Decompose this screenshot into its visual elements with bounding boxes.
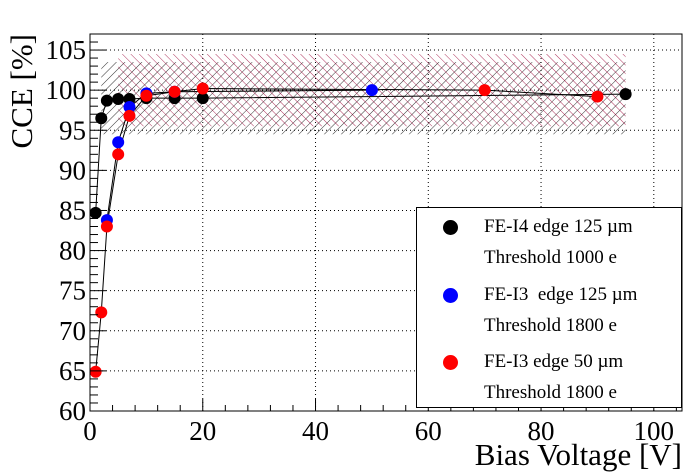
y-tick-label: 65 bbox=[59, 356, 86, 386]
y-tick-label: 105 bbox=[46, 35, 87, 65]
data-point-series-0 bbox=[619, 88, 632, 101]
legend-entry-fe-i3-125: FE-I3 edge 125 µm bbox=[417, 281, 683, 311]
legend-threshold: Threshold 1800 e bbox=[484, 315, 617, 336]
data-point-series-0 bbox=[100, 94, 113, 107]
plot-frame bbox=[89, 33, 683, 412]
y-tick-label: 85 bbox=[59, 195, 86, 225]
data-point-series-0 bbox=[95, 112, 108, 125]
legend: FE-I4 edge 125 µm Threshold 1000 e FE-I3… bbox=[416, 207, 682, 408]
y-tick-label: 60 bbox=[59, 396, 86, 426]
x-tick-label: 20 bbox=[189, 416, 216, 446]
data-point-series-2 bbox=[478, 84, 491, 97]
tick-labels: 0 20 40 60 80 100 60 65 70 75 80 85 90 95 100 105 bbox=[46, 35, 675, 446]
legend-label: FE-I4 edge 125 µm bbox=[484, 216, 633, 237]
data-point-series-0 bbox=[196, 92, 209, 105]
data-point-series-2 bbox=[140, 89, 153, 102]
y-tick-label: 90 bbox=[59, 155, 86, 185]
x-tick-label: 100 bbox=[634, 416, 675, 446]
x-axis-title: Bias Voltage [V] bbox=[475, 437, 682, 472]
legend-entry-fe-i4: FE-I4 edge 125 µm bbox=[417, 213, 683, 243]
legend-label: FE-I3 edge 125 µm bbox=[484, 284, 638, 305]
data-points bbox=[89, 82, 632, 378]
data-point-series-2 bbox=[95, 306, 108, 319]
x-tick-label: 40 bbox=[302, 416, 329, 446]
y-tick-label: 95 bbox=[59, 115, 86, 145]
y-tick-label: 75 bbox=[59, 276, 86, 306]
legend-threshold: Threshold 1000 e bbox=[484, 247, 617, 268]
data-point-series-1 bbox=[112, 136, 125, 149]
data-point-series-2 bbox=[112, 148, 125, 161]
legend-marker-blue bbox=[443, 288, 458, 303]
y-tick-label: 80 bbox=[59, 236, 86, 266]
data-point-series-2 bbox=[168, 85, 181, 98]
legend-entry-fe-i3-50: FE-I3 edge 50 µm bbox=[417, 348, 683, 378]
x-tick-label: 80 bbox=[528, 416, 555, 446]
series-line-2 bbox=[95, 88, 598, 372]
legend-label: FE-I3 edge 50 µm bbox=[484, 351, 624, 372]
data-point-series-2 bbox=[196, 82, 209, 95]
x-tick-label: 0 bbox=[83, 416, 97, 446]
y-tick-label: 100 bbox=[46, 75, 87, 105]
y-tick-label: 70 bbox=[59, 316, 86, 346]
legend-threshold: Threshold 1800 e bbox=[484, 382, 617, 403]
x-tick-label: 60 bbox=[415, 416, 442, 446]
y-axis-title: CCE [%] bbox=[4, 34, 39, 149]
data-point-series-0 bbox=[112, 92, 125, 105]
data-point-series-2 bbox=[89, 365, 102, 378]
data-point-series-2 bbox=[591, 90, 604, 103]
data-point-series-0 bbox=[89, 206, 102, 219]
data-point-series-2 bbox=[123, 109, 136, 122]
data-point-series-2 bbox=[100, 220, 113, 233]
legend-marker-black bbox=[443, 220, 458, 235]
data-point-series-1 bbox=[123, 100, 136, 113]
data-point-series-1 bbox=[365, 84, 378, 97]
legend-marker-red bbox=[443, 355, 458, 370]
